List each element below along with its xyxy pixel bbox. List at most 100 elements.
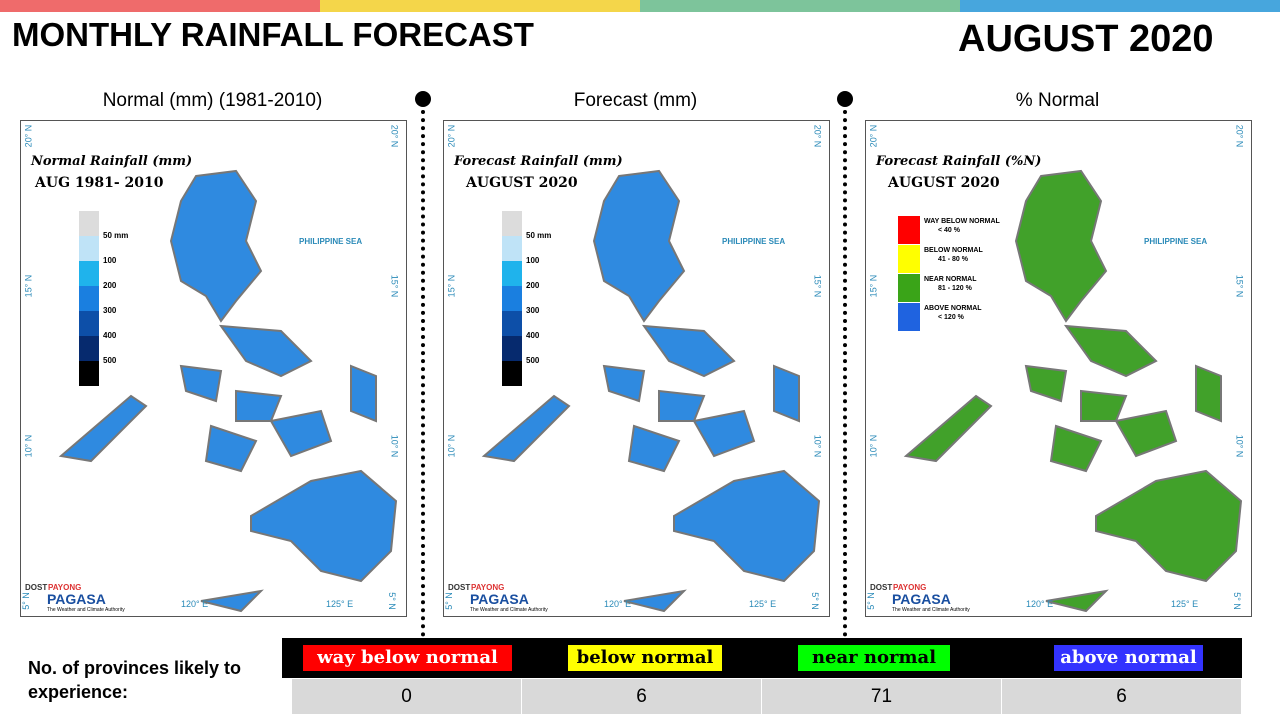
divider-dot bbox=[415, 91, 431, 107]
map bbox=[903, 169, 1243, 613]
legend-range: 81 - 120 % bbox=[938, 285, 972, 292]
logo-agency: DOST bbox=[870, 583, 893, 592]
divider bbox=[843, 102, 847, 637]
lat-label: 20° N bbox=[812, 124, 823, 148]
lat-label: 15° N bbox=[389, 274, 400, 298]
lat-label: 5° N bbox=[809, 592, 820, 610]
lat-label: 20° N bbox=[23, 124, 34, 148]
map-subtitle: AUGUST 2020 bbox=[888, 175, 1000, 191]
island-shape bbox=[481, 169, 821, 613]
lat-label: 5° N bbox=[865, 592, 876, 610]
lat-label: 5° N bbox=[386, 592, 397, 610]
legend-label: 50 mm bbox=[526, 231, 552, 240]
logo-brand: PAGASA bbox=[470, 591, 529, 607]
island-shape bbox=[58, 169, 398, 613]
legend-label: 50 mm bbox=[103, 231, 129, 240]
lat-label: 10° N bbox=[812, 434, 823, 458]
lat-label: 15° N bbox=[446, 274, 457, 298]
logo-tagline: The Weather and Climate Authority bbox=[470, 607, 548, 613]
lon-label: 125° E bbox=[1171, 599, 1199, 609]
header-label: below normal bbox=[568, 645, 722, 671]
logo-brand-top: PAYONG bbox=[48, 583, 82, 592]
header-label: above normal bbox=[1054, 645, 1203, 671]
logo-agency: DOST bbox=[25, 583, 48, 592]
lon-label: 125° E bbox=[326, 599, 354, 609]
sea-label: PHILIPPINE SEA bbox=[722, 237, 786, 246]
legend-label: 200 bbox=[526, 281, 540, 290]
value-cell: 6 bbox=[1002, 679, 1241, 714]
legend-label: ABOVE NORMAL bbox=[924, 305, 982, 312]
legend-swatch bbox=[502, 236, 522, 261]
map bbox=[58, 169, 398, 613]
period: AUGUST 2020 bbox=[958, 18, 1214, 60]
lat-label: 10° N bbox=[23, 434, 34, 458]
divider-dot bbox=[837, 91, 853, 107]
legend-swatch bbox=[502, 261, 522, 286]
color-bar bbox=[0, 0, 320, 12]
sea-label: PHILIPPINE SEA bbox=[299, 237, 363, 246]
legend-swatch bbox=[502, 361, 522, 386]
panel-caption: Forecast (mm) bbox=[573, 90, 698, 111]
legend-swatch bbox=[898, 216, 920, 244]
logo-brand: PAGASA bbox=[47, 591, 106, 607]
logo-tagline: The Weather and Climate Authority bbox=[47, 607, 125, 613]
legend-swatch bbox=[898, 245, 920, 273]
map bbox=[481, 169, 821, 613]
logo-brand-top: PAYONG bbox=[471, 583, 505, 592]
legend-swatch bbox=[898, 303, 920, 331]
legend-swatch bbox=[502, 336, 522, 361]
legend-range: < 120 % bbox=[938, 314, 964, 321]
legend-range: 41 - 80 % bbox=[938, 256, 968, 263]
lat-label: 15° N bbox=[1234, 274, 1245, 298]
map-title: Forecast Rainfall (mm) bbox=[454, 154, 623, 169]
lat-label: 15° N bbox=[868, 274, 879, 298]
legend-label: BELOW NORMAL bbox=[924, 247, 983, 254]
legend-swatch bbox=[79, 211, 99, 236]
legend-range: < 40 % bbox=[938, 227, 960, 234]
title: MONTHLY RAINFALL FORECAST bbox=[12, 16, 534, 53]
legend-swatch bbox=[502, 311, 522, 336]
legend-label: 200 bbox=[103, 281, 117, 290]
map-title: Forecast Rainfall (%N) bbox=[876, 154, 1042, 169]
sea-label: PHILIPPINE SEA bbox=[1144, 237, 1208, 246]
header-label: way below normal bbox=[303, 645, 512, 671]
value-cell: 6 bbox=[522, 679, 761, 714]
lat-label: 10° N bbox=[868, 434, 879, 458]
color-bar bbox=[640, 0, 960, 12]
map-title: Normal Rainfall (mm) bbox=[31, 154, 193, 169]
island-shape bbox=[903, 169, 1243, 613]
lat-label: 10° N bbox=[1234, 434, 1245, 458]
legend-label: 400 bbox=[526, 331, 540, 340]
lat-label: 15° N bbox=[23, 274, 34, 298]
panel-caption: Normal (mm) (1981-2010) bbox=[102, 90, 323, 111]
color-bar bbox=[960, 0, 1280, 12]
legend-label: 100 bbox=[526, 256, 540, 265]
legend-swatch bbox=[502, 211, 522, 236]
logo-brand-top: PAYONG bbox=[893, 583, 927, 592]
divider bbox=[421, 102, 425, 637]
panel-caption: % Normal bbox=[1015, 90, 1100, 111]
legend-swatch bbox=[79, 236, 99, 261]
legend-swatch bbox=[79, 261, 99, 286]
lat-label: 20° N bbox=[446, 124, 457, 148]
legend-swatch bbox=[79, 286, 99, 311]
legend-label: 300 bbox=[526, 306, 540, 315]
legend-swatch bbox=[502, 286, 522, 311]
legend-label: 500 bbox=[526, 356, 540, 365]
lat-label: 10° N bbox=[446, 434, 457, 458]
legend-label: 400 bbox=[103, 331, 117, 340]
row-label: No. of provinces likely to experience: bbox=[28, 658, 242, 702]
logo-agency: DOST bbox=[448, 583, 471, 592]
lat-label: 5° N bbox=[443, 592, 454, 610]
color-bar bbox=[320, 0, 640, 12]
header-label: near normal bbox=[798, 645, 950, 671]
value-cell: 71 bbox=[762, 679, 1001, 714]
value-cell: 0 bbox=[292, 679, 521, 714]
map-subtitle: AUGUST 2020 bbox=[466, 175, 578, 191]
map-panel: Normal Rainfall (mm) AUG 1981- 2010 50 mm 1… bbox=[20, 120, 407, 617]
map-panel: Forecast Rainfall (%N) AUGUST 2020 WAY BEL… bbox=[865, 120, 1252, 617]
legend-label: 300 bbox=[103, 306, 117, 315]
lon-label: 125° E bbox=[749, 599, 777, 609]
map-panel: Forecast Rainfall (mm) AUGUST 2020 50 mm 10… bbox=[443, 120, 830, 617]
